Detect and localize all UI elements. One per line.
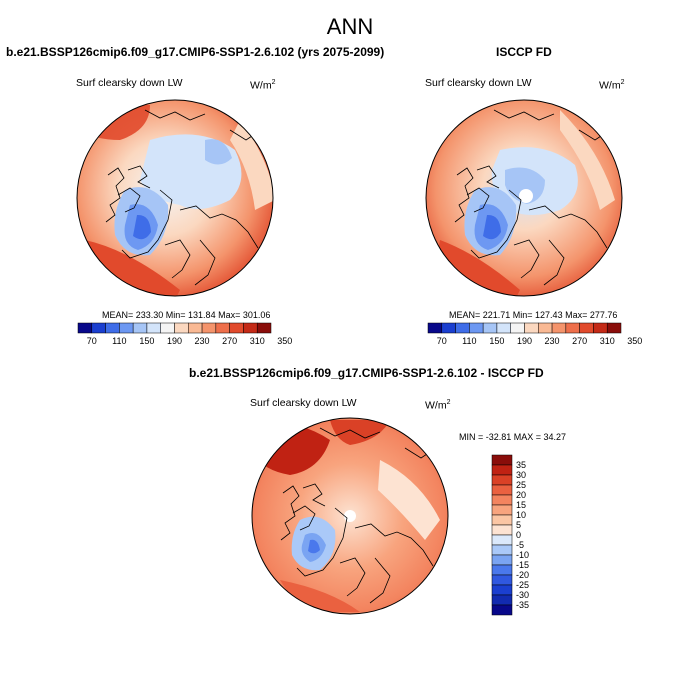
panel-1-colorbar-swatch (91, 322, 106, 334)
panel-2-colorbar-swatch (510, 322, 525, 334)
panel-3-colorbar-tick-label: 5 (516, 520, 521, 530)
panel-1-colorbar-tick-label: 150 (139, 336, 154, 346)
panel-3-colorbar-tick-label: -35 (516, 600, 529, 610)
panel-1-colorbar-tick-label: 190 (167, 336, 182, 346)
panel-1-colorbar-tick-label: 70 (87, 336, 97, 346)
panel-2-variable-label: Surf clearsky down LW (425, 77, 532, 89)
panel-1-title: b.e21.BSSP126cmip6.f09_g17.CMIP6-SSP1-2.… (6, 45, 385, 59)
panel-1-colorbar-tick-label: 110 (112, 336, 126, 346)
panel-2-stats: MEAN= 221.71 Min= 127.43 Max= 277.76 (449, 310, 618, 320)
panel-3-colorbar-tick-label: 20 (516, 490, 526, 500)
panel-1-variable-label: Surf clearsky down LW (76, 77, 183, 89)
panel-3-colorbar-tick-label: 10 (516, 510, 526, 520)
panel-1-colorbar: 70 110 150 190 230 270 310 350 (77, 322, 292, 346)
panel-3-colorbar-tick-label: 35 (516, 460, 526, 470)
panel-1-colorbar-swatch (188, 322, 203, 334)
panel-3-colorbar-swatch (491, 494, 513, 506)
panel-1-polar-map (76, 99, 274, 297)
panel-1-colorbar-swatch (229, 322, 244, 334)
panel-2-colorbar-tick-label: 350 (627, 336, 642, 346)
panel-3-colorbar-tick-label: -5 (516, 540, 524, 550)
panel-3-colorbar-tick-label: 30 (516, 470, 526, 480)
panel-2-colorbar-tick-label: 270 (572, 336, 587, 346)
panel-1-colorbar-swatch (105, 322, 120, 334)
panel-2-colorbar-swatch (441, 322, 456, 334)
panel-3-colorbar-swatch (491, 454, 513, 466)
panel-1-colorbar-swatch (132, 322, 148, 334)
panel-2-colorbar-swatch (593, 322, 608, 334)
panel-2-colorbar-tick-label: 70 (437, 336, 447, 346)
panel-1-colorbar-swatch (160, 322, 175, 334)
panel-2-colorbar-tick-label: 310 (600, 336, 615, 346)
panel-1-stats: MEAN= 233.30 Min= 131.84 Max= 301.06 (102, 310, 271, 320)
panel-2-colorbar-swatch (579, 322, 594, 334)
panel-3-colorbar-tick-label: 25 (516, 480, 526, 490)
panel-1-colorbar-tick-label: 270 (222, 336, 237, 346)
panel-2-colorbar-swatch (496, 322, 511, 334)
panel-3-units: W/m2 (425, 399, 451, 412)
panel-3-colorbar-swatch (491, 564, 513, 576)
panel-3-colorbar-swatch (491, 594, 513, 606)
panel-2-colorbar-swatch (524, 322, 539, 334)
panel-1-colorbar-swatch (77, 322, 93, 334)
panel-3-polar-map (251, 417, 449, 615)
panel-3-colorbar-swatch (491, 464, 513, 476)
panel-3-stats: MIN = -32.81 MAX = 34.27 (459, 432, 567, 442)
panel-1-units: W/m2 (250, 79, 276, 92)
panel-3-colorbar-swatch (491, 484, 513, 496)
panel-1-colorbar-swatch (146, 322, 161, 334)
panel-2-colorbar-tick-label: 150 (489, 336, 504, 346)
panel-1-colorbar-tick-label: 310 (250, 336, 265, 346)
panel-3-colorbar-swatch (491, 544, 513, 556)
panel-2-polar-map (425, 99, 623, 297)
panel-1-colorbar-swatch (256, 322, 272, 334)
panel-3-colorbar-swatch (491, 474, 513, 486)
panel-1-colorbar-swatch (215, 322, 230, 334)
panel-2-colorbar-swatch (427, 322, 443, 334)
panel-2-colorbar-swatch (538, 322, 553, 334)
panel-3-colorbar-swatch (491, 524, 513, 536)
panel-3-colorbar-tick-label: -10 (516, 550, 529, 560)
panel-3-colorbar-tick-label: 15 (516, 500, 526, 510)
panel-3-colorbar-swatch (491, 574, 513, 586)
panel-1-colorbar-swatch (119, 322, 134, 334)
panel-3-colorbar-swatch (491, 534, 513, 546)
panel-2-colorbar-swatch (606, 322, 622, 334)
panel-3-title: b.e21.BSSP126cmip6.f09_g17.CMIP6-SSP1-2.… (189, 366, 544, 380)
panel-3-colorbar-tick-label: -20 (516, 570, 529, 580)
panel-1-colorbar-tick-label: 230 (195, 336, 210, 346)
panel-2-title: ISCCP FD (496, 45, 552, 59)
panel-1-colorbar-swatch (243, 322, 258, 334)
panel-1-colorbar-swatch (201, 322, 217, 334)
figure-title: ANN (326, 14, 374, 39)
panel-2-colorbar-swatch (482, 322, 498, 334)
panel-2-colorbar-tick-label: 230 (545, 336, 560, 346)
panel-2-colorbar-swatch (551, 322, 567, 334)
panel-2-colorbar: 70 110 150 190 230 270 310 350 (427, 322, 642, 346)
panel-2-colorbar-tick-label: 190 (517, 336, 532, 346)
panel-3-colorbar-swatch (491, 584, 513, 596)
panel-3-colorbar-swatch (491, 554, 513, 566)
panel-3-colorbar-swatch (491, 504, 513, 516)
panel-2-colorbar-swatch (455, 322, 470, 334)
panel-3-colorbar-tick-label: -25 (516, 580, 529, 590)
panel-3-variable-label: Surf clearsky down LW (250, 397, 357, 409)
panel-3-colorbar-swatch (491, 604, 513, 616)
panel-1-colorbar-tick-label: 350 (277, 336, 292, 346)
panel-2-colorbar-tick-label: 110 (462, 336, 476, 346)
panel-3-colorbar-tick-label: 0 (516, 530, 521, 540)
panel-3-colorbar-tick-label: -30 (516, 590, 529, 600)
panel-1-colorbar-swatch (174, 322, 189, 334)
panel-2-colorbar-swatch (469, 322, 484, 334)
panel-3-colorbar-swatch (491, 514, 513, 526)
panel-2-units: W/m2 (599, 79, 625, 92)
panel-2-colorbar-swatch (565, 322, 580, 334)
panel-3-colorbar-tick-label: -15 (516, 560, 529, 570)
